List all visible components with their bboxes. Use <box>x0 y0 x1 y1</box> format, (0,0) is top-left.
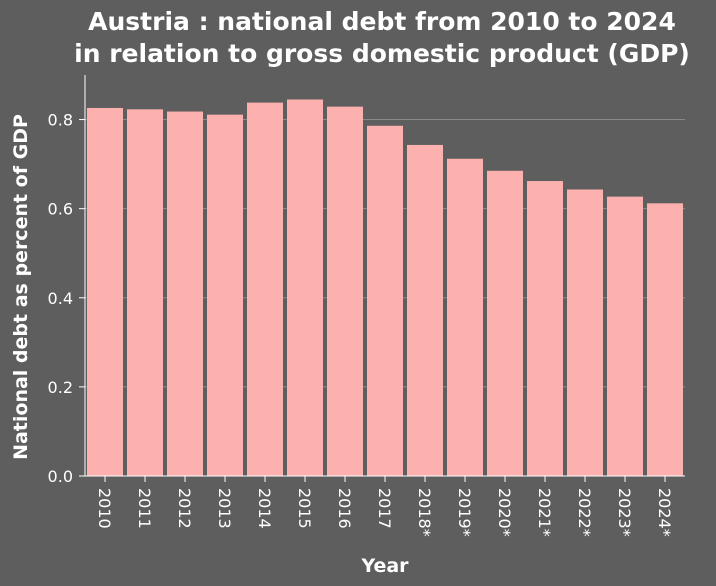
bar-2022-est <box>567 189 603 476</box>
x-tick-label: 2016 <box>335 488 354 529</box>
x-tick-label: 2015 <box>295 488 314 529</box>
bar-2010 <box>87 107 123 477</box>
x-tick-label: 2011 <box>135 488 154 529</box>
x-axis-ticks: 2010 2011 2012 2013 2014 2015 2016 2017 2018* 201… <box>95 476 674 537</box>
x-tick-label: 2023* <box>615 488 634 537</box>
chart-subtitle: in relation to gross domestic product (G… <box>74 39 690 68</box>
bars <box>87 99 683 477</box>
x-tick-label: 2010 <box>95 488 114 529</box>
chart-title: Austria : national debt from 2010 to 202… <box>88 7 676 36</box>
y-tick-label: 0.8 <box>48 111 73 130</box>
bar-2019-est <box>447 158 483 476</box>
bar-2012 <box>167 111 203 476</box>
y-axis-title: National debt as percent of GDP <box>10 114 32 460</box>
x-tick-label: 2021* <box>535 488 554 537</box>
x-tick-label: 2014 <box>255 488 274 529</box>
bar-2015 <box>287 99 323 476</box>
bar-2011 <box>127 109 163 477</box>
bar-2016 <box>327 106 363 476</box>
bar-2023-est <box>607 196 643 477</box>
x-tick-label: 2022* <box>575 488 594 537</box>
y-tick-label: 0.4 <box>48 289 73 308</box>
x-tick-label: 2020* <box>495 488 514 537</box>
x-tick-label: 2013 <box>215 488 234 529</box>
x-tick-label: 2019* <box>455 488 474 537</box>
x-tick-label: 2012 <box>175 488 194 529</box>
x-tick-label: 2017 <box>375 488 394 529</box>
y-tick-label: 0.0 <box>48 467 73 486</box>
y-axis-ticks: 0.0 0.2 0.4 0.6 0.8 <box>48 111 85 486</box>
bar-2024-est <box>647 203 683 476</box>
x-tick-label: 2024* <box>655 488 674 537</box>
bar-2013 <box>207 114 243 476</box>
x-tick-label: 2018* <box>415 488 434 537</box>
bar-2018-est <box>407 144 443 477</box>
bar-2014 <box>247 102 283 476</box>
bar-2021-est <box>527 181 563 476</box>
bar-2017 <box>367 125 403 476</box>
x-axis-title: Year <box>360 555 409 577</box>
y-tick-label: 0.6 <box>48 200 73 219</box>
y-tick-label: 0.2 <box>48 378 73 397</box>
bar-2020-est <box>487 170 523 477</box>
